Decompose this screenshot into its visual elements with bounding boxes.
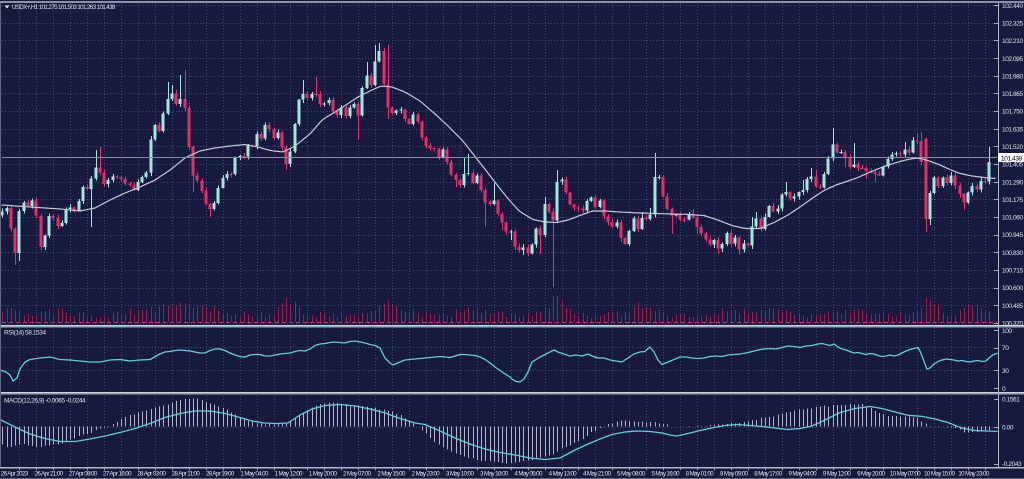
svg-text:-0.2043: -0.2043 bbox=[1002, 461, 1022, 468]
svg-text:0.1561: 0.1561 bbox=[1002, 396, 1020, 403]
svg-text:8 May 17:00: 8 May 17:00 bbox=[754, 471, 783, 478]
svg-text:100.370: 100.370 bbox=[1002, 321, 1023, 328]
svg-text:101.635: 101.635 bbox=[1002, 126, 1023, 133]
svg-text:USDX+,H1 101.275 101.503 101.2: USDX+,H1 101.275 101.503 101.263 101.438 bbox=[12, 4, 116, 11]
svg-text:10 May 07:00: 10 May 07:00 bbox=[890, 471, 921, 478]
svg-text:4 May 05:00: 4 May 05:00 bbox=[514, 471, 543, 478]
svg-text:28 Apr 19:00: 28 Apr 19:00 bbox=[206, 471, 235, 478]
svg-text:28 Apr 03:00: 28 Apr 03:00 bbox=[137, 471, 166, 478]
svg-text:0.00: 0.00 bbox=[1002, 424, 1014, 431]
svg-text:10 May 15:00: 10 May 15:00 bbox=[924, 471, 955, 478]
svg-text:26 Apr 21:00: 26 Apr 21:00 bbox=[35, 471, 64, 478]
svg-text:1 May 04:00: 1 May 04:00 bbox=[240, 471, 269, 478]
svg-text:101.405: 101.405 bbox=[1002, 162, 1023, 169]
svg-text:102.440: 102.440 bbox=[1002, 3, 1023, 10]
svg-text:9 May 12:00: 9 May 12:00 bbox=[823, 471, 852, 478]
svg-text:2 May 15:00: 2 May 15:00 bbox=[377, 471, 406, 478]
svg-text:101.438: 101.438 bbox=[1001, 155, 1022, 162]
svg-text:5 May 08:00: 5 May 08:00 bbox=[617, 471, 646, 478]
svg-text:101.060: 101.060 bbox=[1002, 215, 1023, 222]
svg-text:100.945: 100.945 bbox=[1002, 232, 1023, 239]
svg-text:101.175: 101.175 bbox=[1002, 197, 1023, 204]
svg-text:102.325: 102.325 bbox=[1002, 20, 1023, 27]
svg-text:70: 70 bbox=[1002, 345, 1009, 352]
svg-text:101.980: 101.980 bbox=[1002, 73, 1023, 80]
svg-text:26 Apr 2023: 26 Apr 2023 bbox=[1, 471, 29, 478]
svg-text:0: 0 bbox=[1002, 386, 1006, 393]
svg-text:1 May 20:00: 1 May 20:00 bbox=[309, 471, 338, 478]
svg-text:28 Apr 11:00: 28 Apr 11:00 bbox=[172, 471, 201, 478]
svg-text:101.520: 101.520 bbox=[1002, 144, 1023, 151]
svg-text:100.715: 100.715 bbox=[1002, 268, 1023, 275]
svg-text:10 May 23:00: 10 May 23:00 bbox=[958, 471, 989, 478]
svg-text:3 May 10:00: 3 May 10:00 bbox=[446, 471, 475, 478]
svg-text:5 May 16:00: 5 May 16:00 bbox=[651, 471, 680, 478]
svg-text:1 May 12:00: 1 May 12:00 bbox=[275, 471, 304, 478]
svg-text:4 May 13:00: 4 May 13:00 bbox=[549, 471, 578, 478]
svg-text:9 May 20:00: 9 May 20:00 bbox=[857, 471, 886, 478]
svg-text:27 Apr 16:00: 27 Apr 16:00 bbox=[103, 471, 132, 478]
svg-text:30: 30 bbox=[1002, 368, 1009, 375]
svg-text:8 May 01:00: 8 May 01:00 bbox=[686, 471, 715, 478]
svg-text:100.485: 100.485 bbox=[1002, 303, 1023, 310]
svg-text:101.290: 101.290 bbox=[1002, 179, 1023, 186]
svg-text:102.210: 102.210 bbox=[1002, 38, 1023, 45]
svg-text:101.750: 101.750 bbox=[1002, 109, 1023, 116]
svg-text:9 May 04:00: 9 May 04:00 bbox=[788, 471, 817, 478]
svg-text:102.095: 102.095 bbox=[1002, 56, 1023, 63]
svg-text:8 May 09:00: 8 May 09:00 bbox=[720, 471, 749, 478]
svg-text:RSI(14) 58.1534: RSI(14) 58.1534 bbox=[4, 330, 46, 337]
svg-text:2 May 07:00: 2 May 07:00 bbox=[343, 471, 372, 478]
svg-text:3 May 18:00: 3 May 18:00 bbox=[480, 471, 509, 478]
svg-text:100: 100 bbox=[1002, 328, 1012, 335]
svg-text:4 May 21:00: 4 May 21:00 bbox=[583, 471, 612, 478]
svg-text:100.600: 100.600 bbox=[1002, 285, 1023, 292]
svg-text:27 Apr 08:00: 27 Apr 08:00 bbox=[69, 471, 98, 478]
svg-text:101.865: 101.865 bbox=[1002, 91, 1023, 98]
svg-text:MACD(12,26,9) -0.0065 -0.0244: MACD(12,26,9) -0.0065 -0.0244 bbox=[4, 398, 86, 405]
svg-text:100.830: 100.830 bbox=[1002, 250, 1023, 257]
svg-text:2 May 23:00: 2 May 23:00 bbox=[412, 471, 441, 478]
